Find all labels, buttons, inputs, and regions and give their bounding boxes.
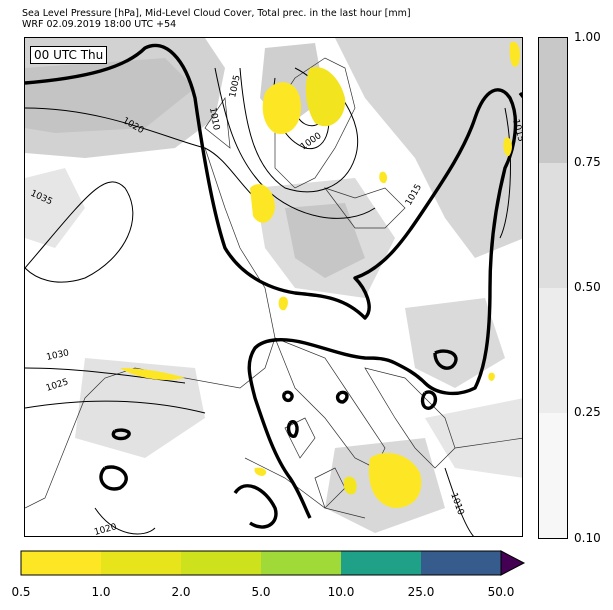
precip-tick: 1.0 [91,585,111,599]
cloud-cover-colorbar [538,37,568,539]
isobar-label: 1030 [46,348,71,363]
isobar-1015-thick [25,43,522,529]
cloud-cover-tick: 1.00 [574,30,601,44]
forecast-time-label: 00 UTC Thu [30,46,108,64]
cloud-cover-segment [539,163,567,288]
precipitation-layer [120,41,520,508]
isobar-label: 1015 [510,118,523,143]
isobar-label: 1020 [93,522,118,537]
map-title: Sea Level Pressure [hPa], Mid-Level Clou… [22,8,411,19]
isobar-label: 1000 [299,131,324,152]
precip-tick: 50.0 [487,585,515,599]
cloud-cover-tick: 0.75 [574,155,601,169]
precip-tick: 0.5 [11,585,31,599]
cloud-cover-segment [539,288,567,413]
precip-segment [341,551,421,575]
precip-tick: 2.0 [171,585,191,599]
map-subtitle: WRF 02.09.2019 18:00 UTC +54 [22,19,177,30]
cloud-cover-tick: 0.50 [574,280,601,294]
precip-tick: 5.0 [251,585,271,599]
precipitation-colorbar [20,550,530,584]
precip-segment [261,551,341,575]
isobar-label: 1025 [45,377,70,394]
isobar-label: 1010 [448,492,465,517]
isobar-label: 1010 [207,107,221,132]
cloud-cover-tick: 0.25 [574,405,601,419]
precip-segment [181,551,261,575]
cloud-cover-tick: 0.10 [574,531,601,545]
isobar-label: 1005 [228,74,243,98]
map-canvas: 1005 1010 1020 1000 1035 1015 1015 1030 … [25,38,523,537]
cloud-cover-segment [539,38,567,163]
isobar-label: 1015 [404,183,424,208]
precip-segment [101,551,181,575]
precipitation-colorbar-svg [20,550,526,576]
precip-extend-arrow [500,550,526,576]
precip-segment [421,551,501,575]
precip-segment [21,551,101,575]
weather-map: 1005 1010 1020 1000 1035 1015 1015 1030 … [24,37,523,537]
precip-tick: 25.0 [407,585,435,599]
precip-tick: 10.0 [327,585,355,599]
cloud-cover-segment [539,413,567,538]
precip-colorbar-frame [20,550,502,576]
